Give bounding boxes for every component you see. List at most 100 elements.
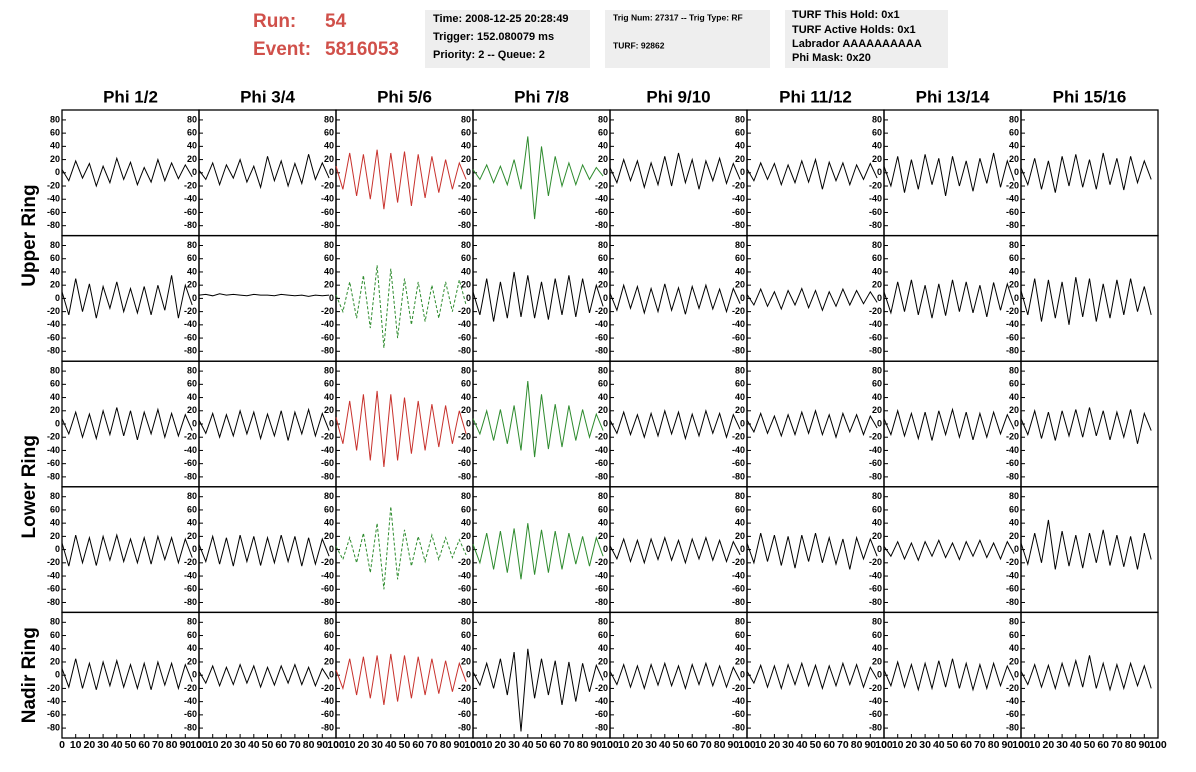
y-tick-label: -60 xyxy=(321,332,334,342)
y-tick-label: -80 xyxy=(869,597,882,607)
y-tick-label: -20 xyxy=(595,557,608,567)
y-tick-label: 80 xyxy=(1009,240,1019,250)
y-tick-label: 40 xyxy=(324,141,334,151)
run-number: 54 xyxy=(325,11,347,32)
x-tick-label: 20 xyxy=(632,739,644,751)
info-line: Trigger: 152.080079 ms xyxy=(433,31,554,43)
y-tick-label: -40 xyxy=(321,194,334,204)
y-tick-label: -40 xyxy=(184,319,197,329)
y-tick-label: -40 xyxy=(458,194,471,204)
y-tick-label: 20 xyxy=(187,656,197,666)
y-tick-label: 80 xyxy=(872,365,882,375)
y-tick-label: 40 xyxy=(735,392,745,402)
x-tick-label: 20 xyxy=(495,739,507,751)
x-tick-label: 30 xyxy=(234,739,246,751)
x-tick-label: 90 xyxy=(179,739,191,751)
y-tick-label: 20 xyxy=(461,531,471,541)
y-tick-label: -20 xyxy=(184,683,197,693)
y-tick-label: 40 xyxy=(872,141,882,151)
column-header: Phi 11/12 xyxy=(779,87,852,106)
y-tick-label: 20 xyxy=(872,656,882,666)
y-tick-label: 80 xyxy=(1009,365,1019,375)
y-tick-label: -40 xyxy=(458,445,471,455)
panel-frame xyxy=(883,234,1022,362)
y-tick-label: -60 xyxy=(869,207,882,217)
y-tick-label: 60 xyxy=(50,504,60,514)
y-tick-label: 60 xyxy=(187,630,197,640)
y-tick-label: 40 xyxy=(1009,518,1019,528)
info-line: TURF This Hold: 0x1 xyxy=(792,9,900,21)
x-tick-label: 40 xyxy=(933,739,945,751)
x-tick-label: 20 xyxy=(769,739,781,751)
y-tick-label: 60 xyxy=(50,379,60,389)
x-tick-label: 50 xyxy=(810,739,822,751)
x-tick-label: 40 xyxy=(522,739,534,751)
x-tick-label: 100 xyxy=(1149,739,1167,751)
y-tick-label: -20 xyxy=(1006,557,1019,567)
y-tick-label: 40 xyxy=(735,266,745,276)
waveform xyxy=(61,533,193,567)
y-tick-label: -40 xyxy=(1006,194,1019,204)
y-tick-label: 40 xyxy=(1009,392,1019,402)
info-box xyxy=(425,10,590,68)
y-tick-label: 20 xyxy=(735,531,745,541)
y-tick-label: -60 xyxy=(321,584,334,594)
x-tick-label: 100 xyxy=(1012,739,1030,751)
y-tick-label: -80 xyxy=(47,597,60,607)
y-tick-label: -80 xyxy=(47,220,60,230)
y-tick-label: -20 xyxy=(732,180,745,190)
y-tick-label: -60 xyxy=(458,207,471,217)
y-tick-label: 40 xyxy=(461,266,471,276)
y-tick-label: 40 xyxy=(324,643,334,653)
panel-frame xyxy=(746,360,885,488)
y-tick-label: 80 xyxy=(461,491,471,501)
panel-frame xyxy=(61,109,200,237)
y-tick-label: -20 xyxy=(595,683,608,693)
y-tick-label: 60 xyxy=(324,504,334,514)
y-tick-label: 60 xyxy=(461,379,471,389)
y-tick-label: 40 xyxy=(1009,643,1019,653)
y-tick-label: 20 xyxy=(50,656,60,666)
x-tick-label: 50 xyxy=(673,739,685,751)
y-tick-label: 60 xyxy=(461,128,471,138)
y-tick-label: -60 xyxy=(47,458,60,468)
event-number: 5816053 xyxy=(325,39,399,60)
y-tick-label: -60 xyxy=(321,207,334,217)
y-tick-label: -80 xyxy=(184,346,197,356)
y-tick-label: 40 xyxy=(187,518,197,528)
y-tick-label: -80 xyxy=(1006,722,1019,732)
y-tick-label: -40 xyxy=(595,445,608,455)
x-tick-label: 10 xyxy=(481,739,493,751)
y-tick-label: 80 xyxy=(50,240,60,250)
y-tick-label: 20 xyxy=(1009,280,1019,290)
y-tick-label: 20 xyxy=(598,154,608,164)
y-tick-label: -80 xyxy=(184,597,197,607)
y-tick-label: -60 xyxy=(47,584,60,594)
y-tick-label: -20 xyxy=(47,432,60,442)
x-tick-label: 20 xyxy=(1043,739,1055,751)
y-tick-label: -60 xyxy=(595,207,608,217)
y-tick-label: 80 xyxy=(187,617,197,627)
y-tick-label: 80 xyxy=(50,114,60,124)
x-tick-label: 40 xyxy=(111,739,123,751)
y-tick-label: 0 xyxy=(740,670,745,680)
y-tick-label: -20 xyxy=(47,683,60,693)
x-tick-label: 60 xyxy=(1097,739,1109,751)
y-tick-label: 80 xyxy=(598,617,608,627)
x-tick-label: 70 xyxy=(974,739,986,751)
y-tick-label: 20 xyxy=(461,405,471,415)
y-tick-label: 40 xyxy=(735,643,745,653)
y-tick-label: -20 xyxy=(458,557,471,567)
x-tick-label: 0 xyxy=(744,739,750,751)
y-tick-label: 0 xyxy=(603,418,608,428)
y-tick-label: 80 xyxy=(872,491,882,501)
y-tick-label: -20 xyxy=(732,306,745,316)
y-tick-label: 60 xyxy=(50,253,60,263)
y-tick-label: -40 xyxy=(184,445,197,455)
y-tick-label: -80 xyxy=(321,346,334,356)
y-tick-label: -40 xyxy=(321,319,334,329)
panel-frame xyxy=(61,611,200,739)
x-tick-label: 100 xyxy=(327,739,345,751)
y-tick-label: -60 xyxy=(1006,709,1019,719)
y-tick-label: -60 xyxy=(1006,332,1019,342)
